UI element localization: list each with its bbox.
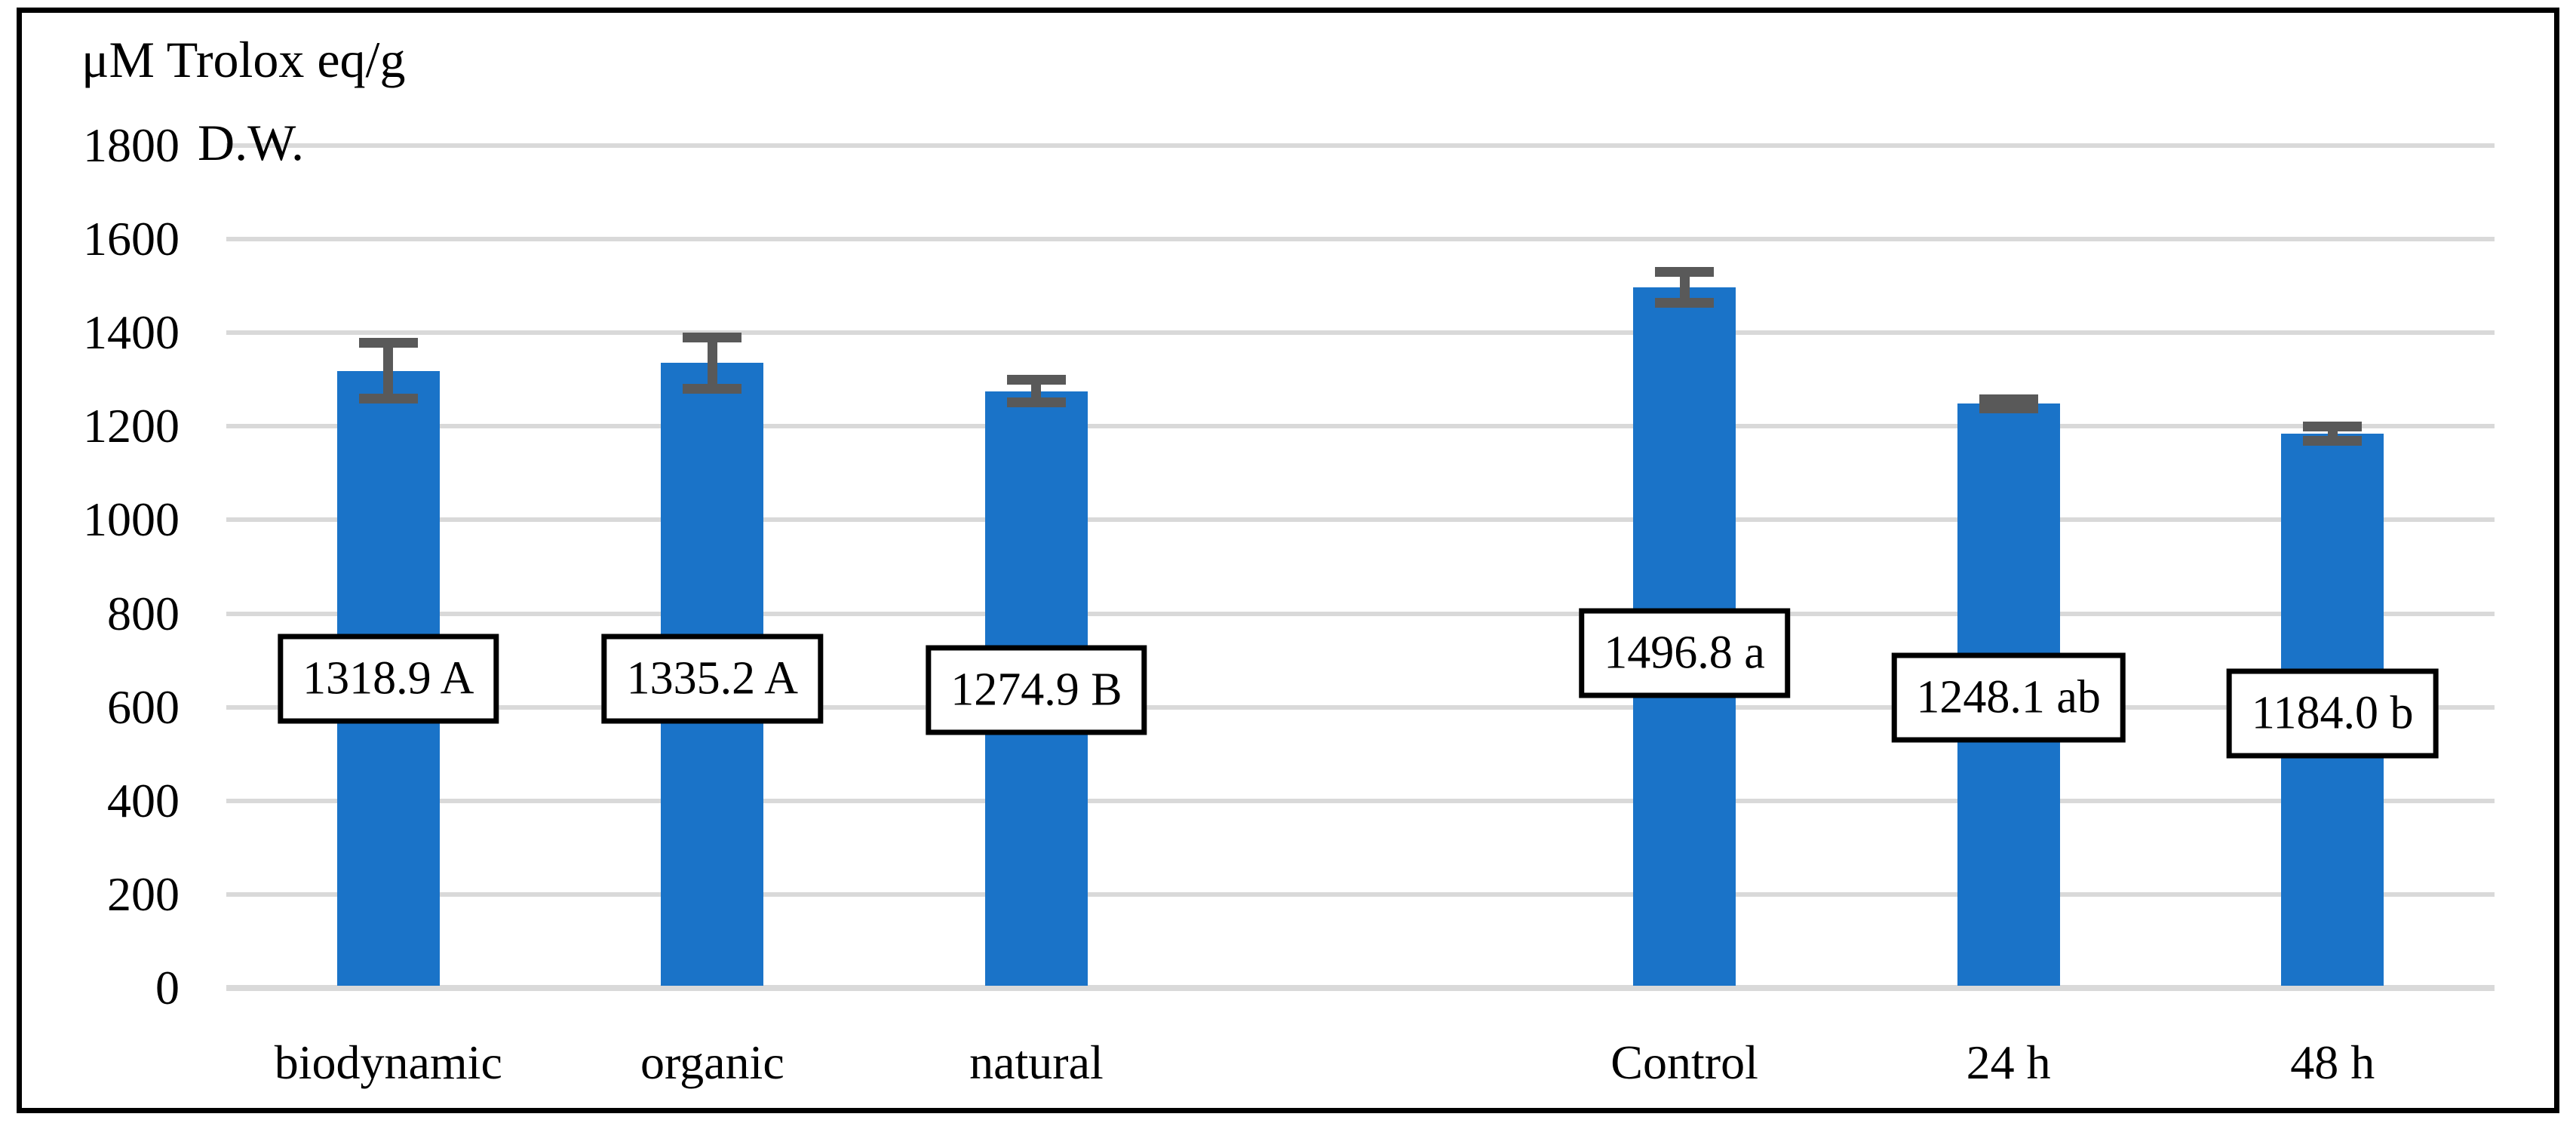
- y-tick-label-1800: 1800: [83, 118, 180, 172]
- gridline-1000: [226, 517, 2495, 523]
- y-tick-label-1600: 1600: [83, 212, 180, 266]
- x-category-label-organic: organic: [640, 1036, 784, 1089]
- error-bar-cap-top-24-h: [1979, 394, 2038, 404]
- gridline-800: [226, 611, 2495, 616]
- data-label-48-h: 1184.0 b: [2226, 668, 2439, 759]
- error-bar-cap-top-biodynamic: [358, 337, 418, 348]
- error-bar-cap-bottom-24-h: [1979, 403, 2038, 414]
- gridline-1200: [226, 424, 2495, 429]
- data-label-organic: 1335.2 A: [601, 634, 824, 724]
- data-label-natural: 1274.9 B: [926, 645, 1147, 735]
- y-tick-label-600: 600: [107, 680, 180, 734]
- error-bar-line-biodynamic: [383, 342, 394, 399]
- y-axis-title-line2: D.W.: [198, 114, 305, 171]
- error-bar-cap-bottom-organic: [683, 384, 742, 394]
- y-tick-label-1000: 1000: [83, 492, 180, 547]
- gridline-400: [226, 798, 2495, 803]
- gridline-1800: [226, 143, 2495, 148]
- error-bar-cap-bottom-biodynamic: [358, 394, 418, 404]
- y-tick-label-400: 400: [107, 773, 180, 827]
- x-category-label-48-h: 48 h: [2290, 1036, 2375, 1089]
- error-bar-cap-bottom-48-h: [2303, 436, 2363, 446]
- y-axis-title-line1: μM Trolox eq/g: [81, 31, 406, 88]
- y-tick-label-200: 200: [107, 867, 180, 921]
- x-axis-line: [226, 985, 2495, 991]
- x-category-label-24-h: 24 h: [1966, 1036, 2051, 1089]
- error-bar-cap-bottom-control: [1655, 298, 1715, 308]
- gridline-1400: [226, 330, 2495, 336]
- error-bar-cap-top-natural: [1006, 375, 1066, 385]
- x-category-label-natural: natural: [969, 1036, 1104, 1089]
- chart-outer-frame: [17, 8, 2559, 1113]
- error-bar-cap-top-48-h: [2303, 422, 2363, 432]
- error-bar-cap-bottom-natural: [1006, 397, 1066, 408]
- x-category-label-control: Control: [1610, 1036, 1758, 1089]
- error-bar-line-control: [1679, 272, 1690, 303]
- y-tick-label-0: 0: [155, 961, 180, 1014]
- data-label-biodynamic: 1318.9 A: [278, 634, 499, 724]
- error-bar-line-organic: [707, 337, 717, 389]
- error-bar-cap-top-organic: [683, 332, 742, 342]
- error-bar-cap-top-control: [1655, 267, 1715, 278]
- data-label-24-h: 1248.1 ab: [1891, 652, 2126, 743]
- gridline-200: [226, 891, 2495, 897]
- error-bar-line-natural: [1031, 379, 1042, 403]
- x-category-label-biodynamic: biodynamic: [274, 1036, 502, 1089]
- gridline-600: [226, 704, 2495, 710]
- y-tick-label-800: 800: [107, 586, 180, 640]
- y-tick-label-1200: 1200: [83, 399, 180, 453]
- gridline-1600: [226, 237, 2495, 242]
- data-label-control: 1496.8 a: [1579, 608, 1790, 698]
- y-tick-label-1400: 1400: [83, 305, 180, 360]
